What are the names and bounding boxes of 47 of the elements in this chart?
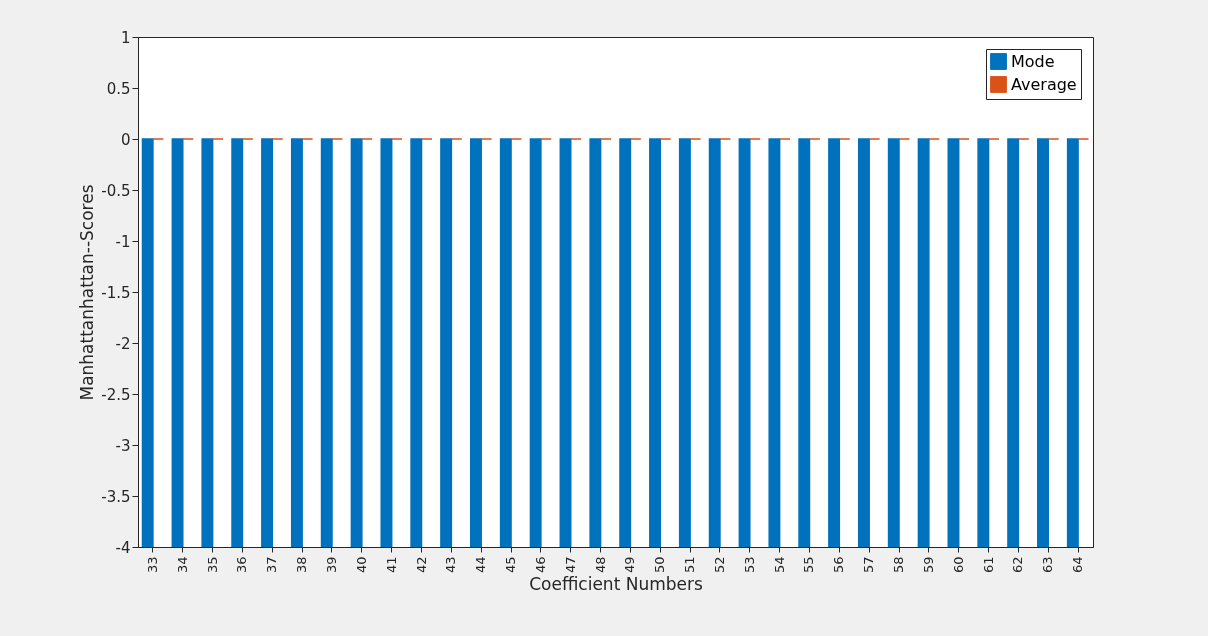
x-tick-label: 60 [950, 556, 966, 574]
y-tick-label: 1 [120, 28, 131, 47]
x-tick-label: 57 [861, 556, 877, 574]
y-tick-label: -2 [115, 334, 131, 353]
x-tick-label: 63 [1040, 556, 1056, 574]
y-tick-label: -3 [115, 436, 131, 455]
y-tick-label: -2.5 [101, 385, 131, 404]
x-tick-label: 50 [652, 556, 668, 574]
x-tick-label: 34 [174, 556, 190, 574]
x-tick-label: 48 [592, 556, 608, 574]
x-tick-label: 52 [711, 556, 727, 574]
x-tick-label: 59 [920, 556, 936, 574]
legend-label: Average [1011, 74, 1077, 94]
x-tick-label: 56 [831, 556, 847, 574]
x-tick-label: 53 [741, 556, 757, 574]
x-tick-label: 39 [323, 556, 339, 574]
x-tick-label: 47 [562, 556, 578, 574]
x-tick-label: 55 [801, 556, 817, 574]
y-tick-label: -3.5 [101, 487, 131, 506]
x-tick-label: 64 [1070, 556, 1086, 574]
x-tick-label: 42 [413, 556, 429, 574]
y-tick-label: -1.5 [101, 283, 131, 302]
x-tick-label: 54 [771, 556, 787, 574]
x-tick-label: 49 [622, 556, 638, 574]
y-tick-label: 0 [120, 130, 131, 149]
x-tick-label: 58 [891, 556, 907, 574]
x-tick-label: 51 [682, 556, 698, 574]
x-tick-label: 38 [294, 556, 310, 574]
x-tick-label: 43 [443, 556, 459, 574]
x-tick-label: 33 [144, 556, 160, 574]
y-tick-label: 0.5 [106, 79, 131, 98]
x-tick-label: 61 [980, 556, 996, 574]
legend-label: Mode [1011, 51, 1055, 71]
x-tick-label: 36 [234, 556, 250, 574]
x-tick-label: 41 [383, 556, 399, 574]
y-tick-label: -0.5 [101, 181, 131, 200]
y-axis-title: Manhattanhattan--Scores [77, 184, 98, 401]
x-tick-label: 62 [1010, 556, 1026, 574]
x-axis-title: Coefficient Numbers [529, 574, 703, 595]
x-tick-label: 45 [503, 556, 519, 574]
x-tick-label: 44 [473, 556, 489, 574]
x-tick-label: 40 [353, 556, 369, 574]
x-tick-label: 35 [204, 556, 220, 574]
x-tick-label: 46 [532, 556, 548, 574]
y-tick-label: -1 [115, 232, 131, 251]
x-tick-label: 37 [264, 556, 280, 574]
y-tick-label: -4 [115, 538, 131, 557]
